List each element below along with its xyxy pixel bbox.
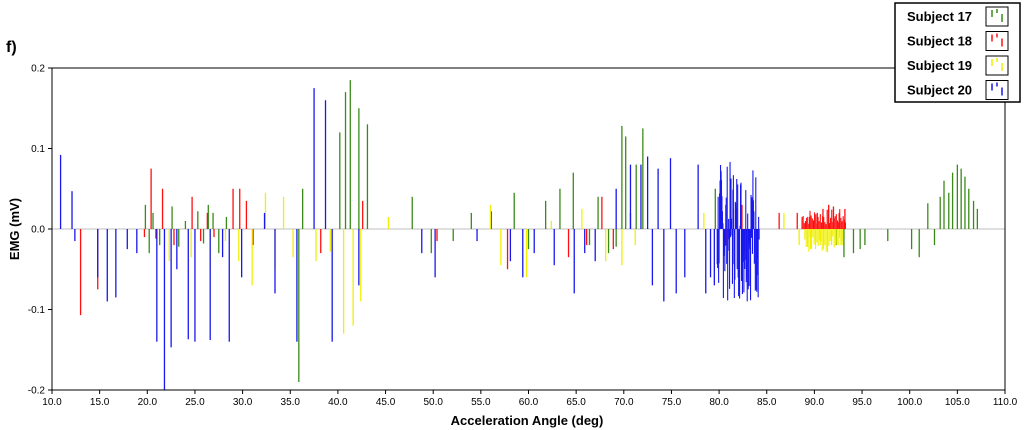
series-20 xyxy=(59,88,760,390)
x-tick-label: 20.0 xyxy=(138,397,158,408)
x-tick-label: 105.0 xyxy=(945,397,970,408)
x-tick-label: 85.0 xyxy=(757,397,777,408)
chart-marks xyxy=(52,80,1005,390)
x-tick-label: 95.0 xyxy=(852,397,872,408)
x-tick-label: 80.0 xyxy=(709,397,729,408)
legend-item: Subject 20 xyxy=(907,80,1009,100)
x-tick-label: 25.0 xyxy=(185,397,205,408)
series-18 xyxy=(79,168,847,316)
x-tick-label: 35.0 xyxy=(281,397,301,408)
y-tick-label: 0.1 xyxy=(31,144,45,155)
legend-item: Subject 19 xyxy=(907,55,1009,76)
x-tick-label: 70.0 xyxy=(614,397,634,408)
x-tick-label: 75.0 xyxy=(662,397,682,408)
x-tick-label: 30.0 xyxy=(233,397,253,408)
x-axis-label: Acceleration Angle (deg) xyxy=(451,413,604,428)
y-tick-label: 0.2 xyxy=(31,64,45,75)
legend-item: Subject 18 xyxy=(907,31,1009,51)
x-tick-label: 90.0 xyxy=(805,397,825,408)
panel-label: f) xyxy=(6,39,17,56)
y-tick-label: -0.1 xyxy=(28,305,46,316)
legend: Subject 17 Subject 18 Subject 19 Subject 20 xyxy=(894,2,1021,103)
legend-label: Subject 17 xyxy=(907,9,972,24)
y-tick-label: -0.2 xyxy=(28,386,46,397)
x-tick-label: 15.0 xyxy=(90,397,110,408)
x-tick-label: 60.0 xyxy=(519,397,539,408)
series-19 xyxy=(168,192,843,334)
x-axis: 10.0 15.0 20.0 25.0 30.0 35.0 40.0 45.0 50.0 55.0… xyxy=(42,390,1018,408)
x-tick-label: 55.0 xyxy=(471,397,491,408)
legend-item: Subject 17 xyxy=(907,6,1009,27)
y-tick-label: 0.0 xyxy=(31,225,45,236)
x-tick-label: 40.0 xyxy=(328,397,348,408)
series-17 xyxy=(144,80,979,382)
legend-label: Subject 19 xyxy=(907,58,972,73)
legend-label: Subject 18 xyxy=(907,34,972,49)
legend-label: Subject 20 xyxy=(907,83,972,98)
y-axis-label: EMG (mV) xyxy=(7,198,22,260)
x-tick-label: 100.0 xyxy=(897,397,922,408)
x-tick-label: 65.0 xyxy=(566,397,586,408)
x-tick-label: 50.0 xyxy=(423,397,443,408)
x-tick-label: 45.0 xyxy=(376,397,396,408)
x-tick-label: 110.0 xyxy=(993,397,1018,408)
x-tick-label: 10.0 xyxy=(42,397,62,408)
y-axis: 0.2 0.1 0.0 -0.1 -0.2 xyxy=(28,64,52,397)
